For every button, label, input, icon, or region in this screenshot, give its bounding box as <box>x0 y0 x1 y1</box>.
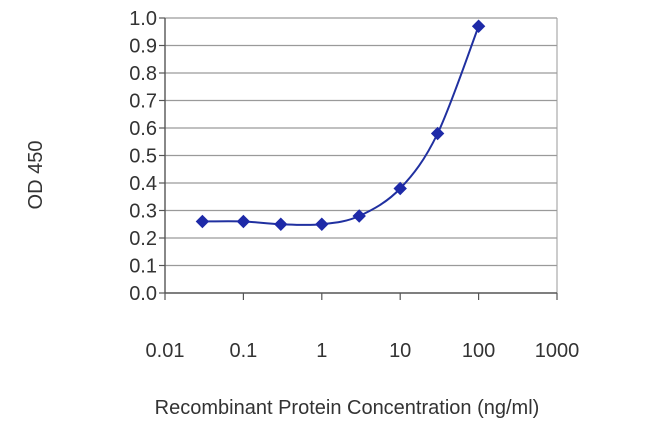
data-point <box>236 214 251 229</box>
y-tick-label: 0.4 <box>129 173 157 195</box>
y-tick-label: 0.8 <box>129 63 157 85</box>
gridlines <box>165 17 558 293</box>
y-tick-label: 0.1 <box>129 256 157 278</box>
tick-labels: 0.0 0.1 0.2 0.3 0.4 0.5 0.6 0.7 0.8 0.9 1.0 0.01 0.1… <box>129 8 579 362</box>
x-tick-label: 100 <box>462 340 495 362</box>
y-tick-label: 0.7 <box>129 91 157 113</box>
y-tick-label: 0.2 <box>129 228 157 250</box>
y-tick-label: 0.5 <box>129 146 157 168</box>
data-point <box>471 19 486 33</box>
x-axis-title: Recombinant Protein Concentration (ng/ml… <box>155 397 540 419</box>
x-tick-label: 1000 <box>535 340 580 362</box>
x-tick-label: 10 <box>389 340 411 362</box>
series <box>195 19 486 231</box>
axes <box>159 17 558 300</box>
data-point <box>393 181 407 196</box>
y-tick-label: 1.0 <box>129 8 157 30</box>
data-point <box>430 126 445 141</box>
data-point <box>195 214 210 229</box>
y-tick-label: 0.6 <box>129 118 157 140</box>
x-tick-label: 1 <box>316 340 327 362</box>
y-tick-label: 0.0 <box>129 283 157 305</box>
x-tick-label: 0.1 <box>229 340 257 362</box>
data-point <box>352 209 366 223</box>
y-tick-label: 0.9 <box>129 36 157 58</box>
x-tick-label: 0.01 <box>146 340 185 362</box>
data-point <box>315 217 329 231</box>
y-tick-label: 0.3 <box>129 201 157 223</box>
y-axis-title: OD 450 <box>25 141 47 210</box>
data-point <box>274 217 288 231</box>
